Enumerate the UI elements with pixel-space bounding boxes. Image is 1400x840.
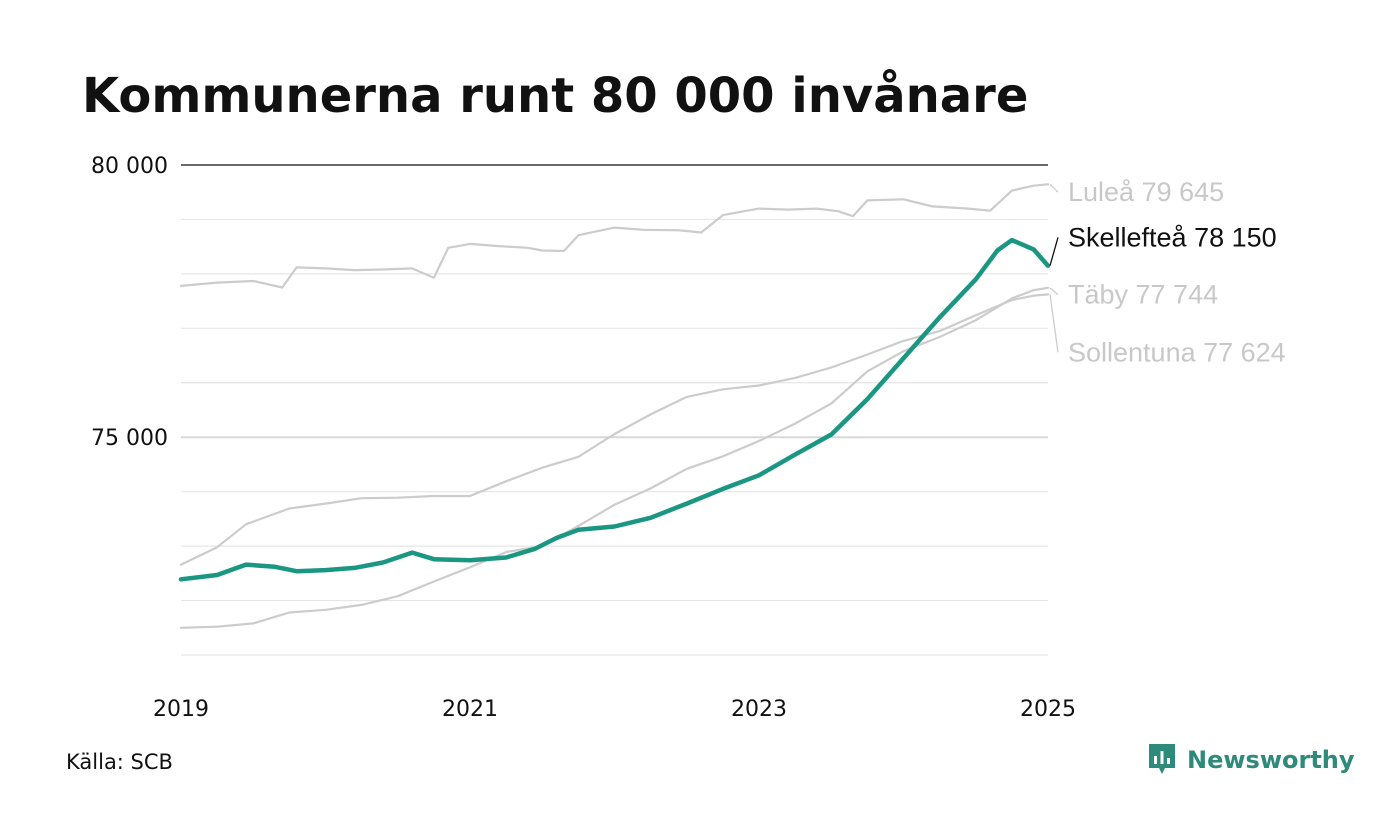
label-layer: Luleå 79 645 Skellefteå 78 150 Täby 77 744… bbox=[1049, 177, 1286, 367]
end-label-luleå: Luleå 79 645 bbox=[1068, 177, 1224, 207]
series-line-luleå bbox=[179, 183, 1050, 289]
x-tick-label: 2023 bbox=[731, 697, 787, 722]
series-layer bbox=[178, 183, 1051, 629]
series-line-skellefteå bbox=[178, 237, 1051, 582]
end-label-leader bbox=[1049, 237, 1059, 266]
newsworthy-logo-icon bbox=[1149, 744, 1175, 774]
series-line-täby bbox=[179, 286, 1050, 629]
end-label-leader bbox=[1049, 183, 1059, 193]
end-label-leader bbox=[1049, 287, 1059, 296]
grid-layer bbox=[181, 164, 1048, 656]
brand-logo: Newsworthy bbox=[1147, 742, 1355, 778]
y-tick-label: 80 000 bbox=[91, 154, 168, 179]
end-label-sollentuna: Sollentuna 77 624 bbox=[1068, 337, 1286, 367]
end-label-leader bbox=[1049, 294, 1059, 353]
x-tick-label: 2025 bbox=[1020, 697, 1076, 722]
chart-title: Kommunerna runt 80 000 invånare bbox=[82, 68, 1029, 124]
brand-name: Newsworthy bbox=[1187, 746, 1355, 774]
x-tick-label: 2021 bbox=[442, 697, 498, 722]
end-label-skellefteå: Skellefteå 78 150 bbox=[1068, 222, 1277, 252]
x-tick-label: 2019 bbox=[153, 697, 209, 722]
end-label-täby: Täby 77 744 bbox=[1068, 280, 1218, 310]
axis-layer: 75 000 80 000 2019 2021 2023 2025 bbox=[91, 154, 1076, 722]
y-tick-label: 75 000 bbox=[91, 426, 168, 451]
source-note: Källa: SCB bbox=[66, 750, 173, 774]
series-line-sollentuna bbox=[179, 293, 1050, 566]
